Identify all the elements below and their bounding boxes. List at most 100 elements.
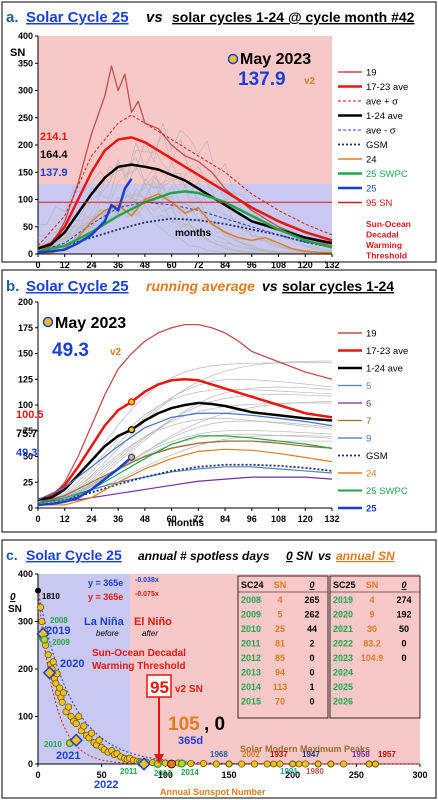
legend-label-19: 19 xyxy=(366,68,377,79)
panel-c-current-days: 365d xyxy=(178,735,203,747)
table-sc24-cell-sn: 94 xyxy=(275,668,285,678)
table-sc25-header-2: SN xyxy=(366,580,379,590)
panel-a-title-rest: solar cycles 1-24 @ cycle month #42 xyxy=(172,9,415,25)
year-label-2021: 2021 xyxy=(56,750,80,762)
table-sc24-cell-zero: 0 xyxy=(309,668,314,678)
series-line-grey-cycle-13 xyxy=(37,434,333,504)
panel-c-eq2-exp: -0.075x xyxy=(135,591,159,598)
panel-c-eq1: y = 365e xyxy=(88,578,123,588)
year-label-1810: 1810 xyxy=(42,592,60,601)
table-sc24-cell-year: 2014 xyxy=(241,682,261,692)
panel-a-callout-unit: v2 xyxy=(304,76,316,87)
panel-b-y-tick-label: 0 xyxy=(28,503,33,513)
panel-c-threshold-text-2: Warming Threshold xyxy=(92,661,186,672)
marker-25 xyxy=(127,453,136,461)
panel-c-x-tick-label: 100 xyxy=(158,770,173,780)
panel-c-la-nina-sub: before xyxy=(96,629,119,638)
panel-a-x-tick-label: 108 xyxy=(271,260,286,270)
panel-b: b. Solar Cycle 25 running average vs sol… xyxy=(1,269,437,533)
panel-b-y-tick-label: 125 xyxy=(18,374,33,384)
legend-label-7: 7 xyxy=(366,416,371,427)
series-line-25-swpc xyxy=(37,190,333,253)
panel-b-x-tick-label: 12 xyxy=(60,514,70,524)
scatter-point xyxy=(80,722,88,730)
panel-b-y-tick-label: 100 xyxy=(18,400,33,410)
table-sc25-cell-sn: 30 xyxy=(367,624,377,634)
table-sc25-cell-year: 2024 xyxy=(333,668,353,678)
panel-c-x-tick-label: 150 xyxy=(221,770,236,780)
panel-c-current-value: 105 xyxy=(168,714,200,735)
table-sc24-cell-year: 2011 xyxy=(241,639,261,649)
table-sc25-cell-sn: 4 xyxy=(369,595,374,605)
panel-c-title-rest: annual SN xyxy=(336,549,395,563)
panel-c-x-tick-label: 50 xyxy=(97,770,107,780)
series-line-ave xyxy=(37,114,333,247)
panel-c-x-tick-label: 0 xyxy=(35,770,40,780)
table-sc25-cell-sn: 83.2 xyxy=(363,639,381,649)
series-line-grey-cycle-13 xyxy=(37,159,332,254)
panel-c-title-zero: 0 xyxy=(286,549,293,563)
table-sc24-cell-zero: 0 xyxy=(309,653,314,663)
legend-label-24: 24 xyxy=(366,469,377,480)
panel-a-title-link[interactable]: Solar Cycle 25 xyxy=(26,9,129,26)
panel-c-eq1-exp: -0.038x xyxy=(135,577,159,584)
panel-c-letter: c. xyxy=(6,547,18,563)
panel-c-y-tick-label: 400 xyxy=(18,569,33,579)
series-line-7 xyxy=(37,440,333,504)
year-label-2002: 2002 xyxy=(242,750,260,759)
panel-a-letter: a. xyxy=(6,9,19,26)
legend-label-24: 24 xyxy=(366,155,377,166)
table-sc24-cell-year: 2013 xyxy=(241,668,261,678)
table-sc24-border xyxy=(237,575,329,719)
point-2021 xyxy=(69,733,83,747)
year-label-2009: 2009 xyxy=(52,638,70,647)
panel-b-y-tick-label: 50 xyxy=(23,452,33,462)
table-sc25-cell-zero: 192 xyxy=(396,610,411,620)
panel-b-y-tick-label: 150 xyxy=(18,349,33,359)
table-sc24-cell-zero: 1 xyxy=(309,682,314,692)
panel-b-x-tick-label: 132 xyxy=(324,514,339,524)
year-label-2010: 2010 xyxy=(44,740,62,749)
panel-c-current-zero: , 0 xyxy=(204,714,225,735)
legend-label-1-24-ave: 1-24 ave xyxy=(366,364,403,375)
series-line-grey-cycle-1 xyxy=(37,430,333,504)
panel-a-y-tick-label: 350 xyxy=(18,58,33,68)
table-sc24-header-2: SN xyxy=(274,580,287,590)
series-line-17-23-ave xyxy=(37,378,333,501)
series-line-1-24-ave xyxy=(37,401,333,501)
scatter-point xyxy=(38,617,46,626)
panel-c-el-nino: El Niño xyxy=(134,616,172,628)
panel-a-x-tick-label: 132 xyxy=(324,260,339,270)
panel-c-threshold-box-value: 95 xyxy=(150,678,169,697)
panel-a-y-tick-label: 100 xyxy=(18,195,33,205)
panel-b-title-link[interactable]: Solar Cycle 25 xyxy=(26,278,129,295)
point-2020 xyxy=(42,666,57,680)
panel-b-callout-month: May 2023 xyxy=(55,315,126,332)
year-label-1957: 1957 xyxy=(378,750,396,759)
panel-a: a. Solar Cycle 25 vs solar cycles 1-24 @… xyxy=(1,1,437,270)
series-line-grey-cycle-11 xyxy=(37,180,332,254)
scatter-point xyxy=(238,760,246,768)
series-line-grey-cycle-8 xyxy=(37,417,333,504)
panel-a-legend: 19 17-23 ave ave + σ 1-24 ave ave - σ GSM 24 25… xyxy=(338,68,411,261)
panel-b-x-tick-label: 84 xyxy=(220,514,230,524)
legend-label-5: 5 xyxy=(366,381,371,392)
panel-c-y-tick-label: 300 xyxy=(18,617,33,627)
panel-a-axes: 0 12 24 36 48 60 72 84 96 108 120 132 0 50 100 150 200 25… xyxy=(18,31,340,270)
panel-a-callout-value: 137.9 xyxy=(238,69,286,90)
table-sc24-cell-sn: 113 xyxy=(273,682,288,692)
panel-a-pink-zone xyxy=(38,36,332,184)
year-label-1991: 1991 xyxy=(280,767,298,776)
table-sc24-cell-sn: 25 xyxy=(275,624,285,634)
table-sc25-border xyxy=(329,575,421,719)
panel-a-x-tick-label: 12 xyxy=(60,260,70,270)
panel-c-title-link[interactable]: Solar Cycle 25 xyxy=(26,547,122,563)
year-label-2014: 2014 xyxy=(181,768,199,777)
scatter-point xyxy=(36,603,45,611)
panel-a-y-tick-label: 50 xyxy=(23,222,33,232)
table-sc24-cell-year: 2012 xyxy=(241,653,261,663)
panel-a-x-tick-label: 96 xyxy=(247,260,257,270)
panel-c-table-sc25: SC25 SN 0 2019 4 274 2020 9 192 2021 30 50 2022 83.2 0… xyxy=(329,575,421,719)
peak-point-1947 xyxy=(327,760,335,768)
panel-b-title-rest: solar cycles 1-24 xyxy=(282,278,394,294)
